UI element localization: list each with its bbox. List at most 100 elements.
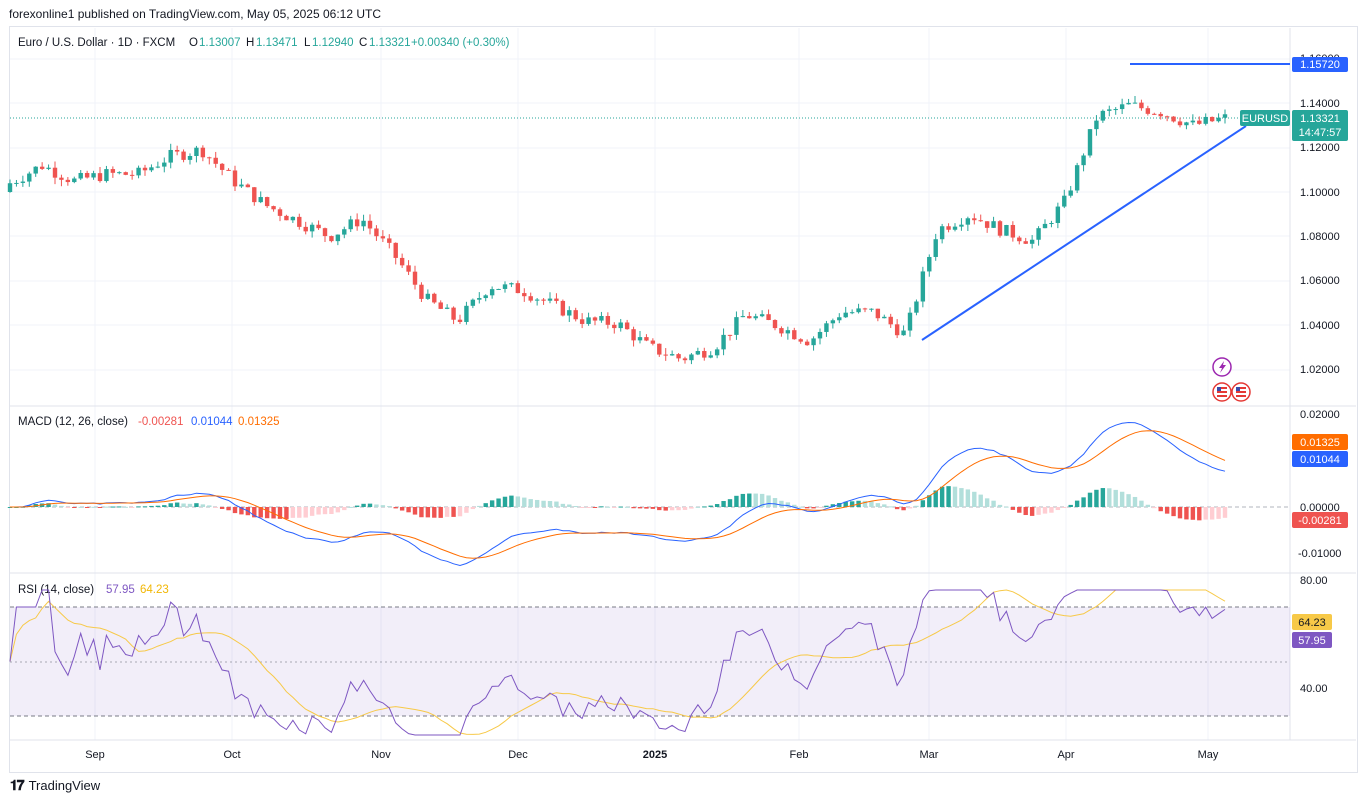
macd-signal-tag[interactable]: 0.01325	[1292, 434, 1348, 450]
candle-body	[1042, 223, 1048, 229]
macd-axis[interactable]: 0.02000 0.00000 -0.01000	[1298, 409, 1341, 560]
candle-body	[1023, 241, 1028, 244]
candle-body	[1203, 116, 1208, 124]
candle-body	[830, 320, 836, 324]
candle-body	[213, 157, 218, 164]
brand-label: TradingView	[28, 778, 101, 793]
rsi-title: RSI (14, close)	[18, 584, 94, 596]
candle-body	[927, 256, 932, 272]
macd-line-tag[interactable]: 0.01044	[1292, 451, 1348, 467]
candle-body	[181, 151, 186, 160]
macd-hist-bar	[46, 503, 51, 507]
macd-hist-bar	[1113, 489, 1118, 507]
macd-hist-bar	[624, 506, 630, 508]
candle-body	[637, 337, 643, 341]
macd-hist-bar	[759, 493, 765, 507]
candle-body	[110, 169, 116, 173]
macd-hist-bar	[52, 504, 58, 507]
macd-hist-bar	[432, 507, 437, 518]
candle-body	[393, 242, 398, 258]
macd-hist-bar	[965, 489, 971, 507]
candle-body	[978, 220, 983, 222]
candle-body	[1087, 129, 1093, 156]
candle-body	[1145, 108, 1151, 114]
candle-body	[914, 301, 919, 313]
candle-body	[502, 284, 508, 289]
rsi-ma-tag[interactable]: 64.23	[1292, 614, 1332, 630]
price-tick: 1.06000	[1300, 275, 1340, 287]
price-axis[interactable]: 1.16000 1.14000 1.12000 1.10000 1.08000 …	[1300, 53, 1340, 376]
macd-hist-bar	[329, 507, 334, 514]
eu-flag-event-icon[interactable]	[1212, 382, 1232, 402]
candle-body	[1055, 206, 1061, 224]
lightning-event-icon[interactable]	[1212, 357, 1232, 377]
candle-body	[1074, 165, 1080, 191]
symbol-title: Euro / U.S. Dollar · 1D · FXCM	[18, 37, 175, 49]
candle-body	[367, 220, 373, 229]
macd-hist-bar	[496, 498, 501, 507]
candle-body	[380, 236, 386, 239]
macd-hist-bar	[631, 507, 636, 509]
rsi-tag[interactable]: 57.95	[1292, 632, 1332, 648]
macd-hist-bar	[689, 507, 694, 509]
macd-hist-bar	[1029, 507, 1035, 516]
macd-hist-bar	[168, 503, 173, 507]
macd-hist-bar	[1132, 496, 1138, 507]
macd-hist-bar	[142, 506, 148, 508]
candle-body	[1107, 109, 1112, 111]
candle-body	[952, 226, 958, 230]
macd-hist-tag-label: -0.00281	[1298, 515, 1341, 527]
open-label: O	[189, 37, 198, 49]
candle-body	[740, 316, 746, 318]
rsi-axis[interactable]: 80.00 40.00	[1300, 575, 1328, 695]
candle-body	[522, 293, 527, 297]
macd-hist-bar	[554, 501, 559, 507]
candle-body	[258, 197, 263, 203]
macd-hist-bar	[914, 505, 919, 507]
candle-body	[515, 283, 521, 294]
candle-body	[200, 147, 206, 158]
macd-hist-bar	[155, 505, 161, 507]
macd-hist-bar	[65, 507, 71, 508]
candle-body	[142, 167, 148, 171]
macd-hist-tag[interactable]: -0.00281	[1292, 512, 1348, 528]
last-price-tag[interactable]: 1.13321 14:47:57	[1292, 110, 1348, 141]
trend-line[interactable]	[921, 125, 1247, 341]
candle-body	[451, 307, 456, 320]
candle-body	[252, 187, 257, 203]
macd-hist-bar	[1216, 507, 1221, 519]
macd-hist-bar	[322, 507, 328, 515]
candle-body	[72, 178, 77, 183]
candle-body	[477, 298, 482, 300]
candle-body	[297, 216, 302, 227]
resistance-tag[interactable]: 1.15720	[1292, 57, 1348, 72]
candle-body	[567, 310, 572, 316]
candle-body	[489, 289, 495, 296]
macd-hist-bar	[522, 497, 527, 507]
candle-body	[907, 312, 913, 331]
us-flag-event-icon[interactable]	[1231, 382, 1251, 402]
candle-body	[997, 221, 1003, 236]
time-axis[interactable]: Sep Oct Nov Dec 2025 Feb Mar Apr May	[85, 749, 1219, 761]
candle-body	[20, 181, 26, 183]
candle-body	[579, 319, 585, 324]
tradingview-logo[interactable]: 𝟏𝟕 TradingView	[10, 777, 100, 794]
macd-hist-bar	[644, 507, 649, 509]
candle-body	[972, 218, 977, 221]
macd-hist-bar	[682, 507, 688, 510]
macd-hist-bar	[862, 500, 868, 507]
macd-hist-bar	[1119, 491, 1125, 507]
macd-hist-bar	[502, 496, 508, 507]
macd-hist-bar	[174, 502, 180, 507]
candle-body	[245, 184, 251, 188]
candle-body	[27, 173, 32, 182]
candle-body	[734, 317, 739, 335]
macd-hist-bar	[444, 507, 450, 517]
candle-body	[46, 167, 51, 169]
candle-body	[406, 265, 411, 272]
candle-body	[219, 163, 225, 170]
candle-body	[78, 172, 83, 179]
symbol-tag[interactable]: EURUSD	[1240, 110, 1290, 126]
candle-body	[1171, 116, 1176, 122]
